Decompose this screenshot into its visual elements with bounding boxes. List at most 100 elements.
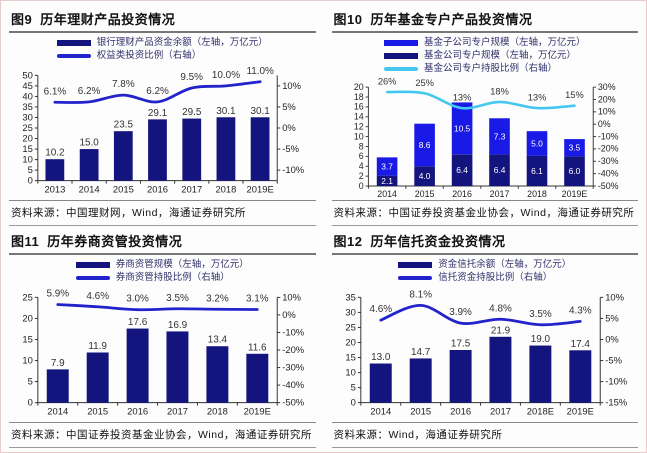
svg-text:15: 15 — [23, 333, 33, 344]
svg-text:9.5%: 9.5% — [181, 72, 204, 83]
svg-text:6.4: 6.4 — [493, 165, 505, 175]
svg-text:30%: 30% — [598, 82, 616, 92]
svg-text:0%: 0% — [282, 309, 296, 320]
svg-text:8: 8 — [359, 141, 364, 151]
svg-text:3.5%: 3.5% — [166, 293, 189, 304]
svg-text:2015: 2015 — [410, 406, 431, 417]
svg-text:20: 20 — [354, 82, 364, 92]
svg-text:2019E: 2019E — [244, 406, 271, 417]
svg-text:18: 18 — [354, 92, 364, 102]
svg-text:10.2: 10.2 — [46, 148, 66, 159]
svg-text:15: 15 — [345, 352, 355, 363]
legend-bar-swatch — [75, 261, 110, 268]
figure-title-text: 历年信托资金投资情况 — [370, 234, 506, 249]
legend-bar-swatch — [56, 39, 91, 46]
svg-text:14: 14 — [354, 112, 364, 122]
svg-text:30: 30 — [23, 111, 33, 122]
svg-text:-10%: -10% — [282, 326, 305, 337]
svg-text:2014: 2014 — [377, 189, 397, 199]
svg-text:35: 35 — [23, 101, 33, 112]
svg-text:15%: 15% — [565, 90, 584, 100]
svg-text:-5%: -5% — [605, 355, 622, 366]
svg-text:13%: 13% — [452, 93, 471, 103]
svg-text:6.2%: 6.2% — [78, 86, 101, 97]
svg-text:10: 10 — [354, 131, 364, 141]
svg-text:2.1: 2.1 — [381, 176, 393, 186]
svg-text:2018: 2018 — [527, 189, 547, 199]
svg-text:3.1%: 3.1% — [246, 294, 269, 305]
figure-panel-12: 图12 历年信托资金投资情况 资金信托余额（左轴，万亿元） 信托资金持股比例（右轴）… — [331, 228, 638, 448]
svg-text:-15%: -15% — [605, 397, 628, 408]
svg-text:11.6: 11.6 — [248, 342, 267, 353]
svg-text:23.5: 23.5 — [114, 120, 134, 131]
legend-bar-swatch — [398, 261, 433, 268]
svg-text:30: 30 — [345, 306, 355, 317]
svg-text:0: 0 — [359, 181, 364, 191]
svg-text:50: 50 — [23, 69, 33, 80]
svg-text:5: 5 — [350, 382, 355, 393]
svg-text:25: 25 — [345, 321, 355, 332]
legend-label: 信托资金持股比例（右轴） — [438, 272, 553, 283]
svg-text:-40%: -40% — [282, 379, 305, 390]
svg-text:-30%: -30% — [598, 156, 619, 166]
source-line: 资料来源：中国证券投资基金业协会，Wind，海通证券研究所 — [331, 200, 638, 226]
svg-text:-30%: -30% — [282, 362, 305, 373]
svg-text:3.5: 3.5 — [568, 143, 580, 153]
svg-text:2015: 2015 — [87, 406, 108, 417]
figure-title: 图11 历年券商资管投资情况 — [9, 228, 316, 255]
svg-text:30.1: 30.1 — [251, 106, 271, 117]
svg-text:10: 10 — [23, 355, 33, 366]
svg-text:2017: 2017 — [167, 406, 188, 417]
svg-text:6.1%: 6.1% — [44, 86, 67, 97]
svg-text:-10%: -10% — [605, 376, 628, 387]
legend-line-swatch — [383, 66, 418, 71]
svg-text:18%: 18% — [490, 86, 509, 96]
source-line: 资料来源：中国证券投资基金业协会，Wind，海通证券研究所 — [9, 422, 316, 448]
svg-text:17.5: 17.5 — [451, 339, 471, 350]
legend-line-swatch — [56, 53, 91, 58]
figure-panel-10: 图10 历年基金专户产品投资情况 基金子公司专户规模（左轴，万亿元） 基金公司专户规… — [331, 6, 638, 226]
svg-text:29.5: 29.5 — [182, 107, 202, 118]
svg-text:17.6: 17.6 — [128, 317, 148, 328]
legend-item: 银行理财产品资金余额（左轴，万亿元） — [56, 36, 268, 49]
svg-text:26%: 26% — [378, 77, 397, 87]
svg-text:21.9: 21.9 — [491, 325, 511, 336]
svg-text:3.9%: 3.9% — [449, 307, 472, 318]
svg-text:3.7: 3.7 — [381, 161, 393, 171]
svg-text:11.9: 11.9 — [89, 341, 108, 352]
svg-text:40: 40 — [23, 90, 33, 101]
svg-text:10%: 10% — [605, 291, 624, 302]
svg-text:5%: 5% — [605, 312, 619, 323]
svg-text:2013: 2013 — [45, 184, 66, 195]
svg-text:-40%: -40% — [598, 168, 619, 178]
svg-text:0%: 0% — [282, 122, 296, 133]
legend-item: 基金公司专户规模（左轴，万亿元） — [383, 49, 576, 62]
svg-text:20: 20 — [345, 336, 355, 347]
svg-text:3.5%: 3.5% — [529, 309, 552, 320]
svg-text:15: 15 — [23, 143, 33, 154]
svg-text:2018E: 2018E — [527, 406, 554, 417]
svg-text:20: 20 — [23, 133, 33, 144]
svg-text:25: 25 — [23, 291, 33, 302]
legend-label: 基金公司专户持股比例（右轴） — [423, 63, 557, 74]
svg-text:4.3%: 4.3% — [569, 305, 592, 316]
svg-text:15.0: 15.0 — [80, 138, 100, 149]
svg-text:20: 20 — [23, 312, 33, 323]
figure-title: 图12 历年信托资金投资情况 — [331, 228, 638, 255]
svg-text:-50%: -50% — [282, 397, 305, 408]
svg-text:2018: 2018 — [207, 406, 228, 417]
svg-text:4: 4 — [359, 161, 364, 171]
svg-text:10.0%: 10.0% — [212, 70, 240, 81]
figure-title: 图10 历年基金专户产品投资情况 — [331, 6, 638, 33]
svg-text:25: 25 — [23, 122, 33, 133]
svg-text:5.0: 5.0 — [531, 138, 543, 148]
svg-text:10: 10 — [345, 367, 355, 378]
legend-item: 券商资管规模（左轴，万亿元） — [75, 258, 249, 271]
svg-text:5: 5 — [28, 376, 33, 387]
legend-label: 银行理财产品资金余额（左轴，万亿元） — [96, 37, 268, 48]
svg-text:2016: 2016 — [147, 184, 168, 195]
svg-text:-20%: -20% — [598, 144, 619, 154]
legend-item: 权益类投资比例（右轴） — [56, 49, 201, 62]
svg-text:4.6%: 4.6% — [87, 291, 110, 302]
svg-text:2018: 2018 — [216, 184, 237, 195]
